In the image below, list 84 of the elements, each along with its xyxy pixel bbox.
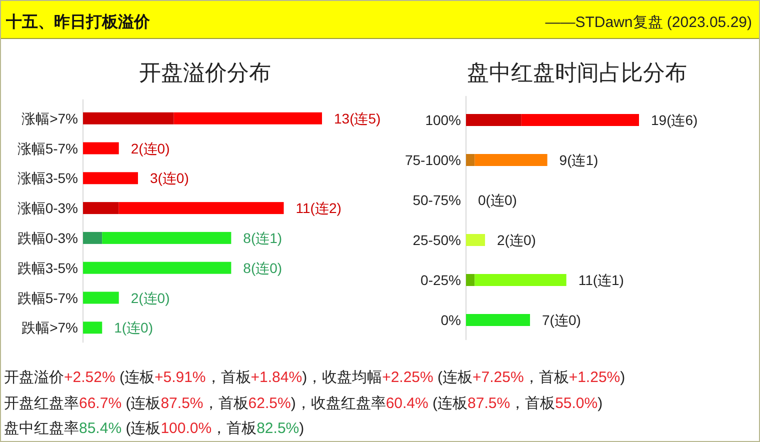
bar <box>118 202 284 214</box>
text: (连板 <box>433 369 473 386</box>
text: ，首板 <box>203 395 248 412</box>
text: ，首板 <box>212 420 257 437</box>
y-tick-label: 涨幅0-3% <box>17 200 78 216</box>
y-tick-label: 跌幅>7% <box>22 320 78 336</box>
text: +1.25% <box>568 369 620 386</box>
y-tick-label: 75-100% <box>404 152 461 168</box>
text: ，首板 <box>524 369 569 386</box>
bar <box>466 314 530 326</box>
chart-title: 盘中红盘时间占比分布 <box>467 60 687 85</box>
text: ) <box>620 369 626 386</box>
text: +2.25% <box>382 369 434 386</box>
y-tick-label: 涨幅3-5% <box>17 170 78 186</box>
bar <box>83 202 119 214</box>
chart-title: 开盘溢价分布 <box>139 60 271 85</box>
bar <box>466 114 522 126</box>
bar <box>83 292 119 304</box>
y-tick-label: 跌幅3-5% <box>17 260 78 276</box>
bar <box>83 262 232 274</box>
total-label: 11(连2) <box>296 200 342 216</box>
bar <box>474 154 548 166</box>
total-label: 3(连0) <box>150 170 189 186</box>
text: 82.5% <box>256 420 300 437</box>
bar <box>83 142 119 154</box>
text: (连板 <box>122 420 161 437</box>
total-label: 19(连6) <box>651 112 698 128</box>
y-tick-label: 跌幅0-3% <box>17 230 78 246</box>
bar <box>474 274 566 286</box>
text: 盘中红盘率 <box>4 420 79 437</box>
total-label: 0(连0) <box>478 192 517 208</box>
text: 开盘红盘率 <box>4 395 79 412</box>
bar <box>102 232 232 244</box>
total-label: 1(连0) <box>114 320 154 336</box>
text: 87.5% <box>160 395 204 412</box>
bar <box>466 234 486 246</box>
text: (连板 <box>115 369 154 386</box>
text: ) <box>299 420 304 437</box>
text: ) <box>598 395 603 412</box>
bar <box>83 172 138 184</box>
bar <box>83 112 174 124</box>
bar <box>174 112 322 124</box>
y-tick-label: 100% <box>425 112 461 128</box>
text: 66.7% <box>79 395 122 412</box>
y-tick-label: 跌幅5-7% <box>17 290 78 306</box>
bar <box>466 274 475 286</box>
text: +5.91% <box>154 369 206 386</box>
total-label: 13(连5) <box>334 110 381 126</box>
total-label: 7(连0) <box>542 312 581 328</box>
bar <box>83 322 102 334</box>
text: 十五、昨日打板溢价 <box>5 13 151 31</box>
y-tick-label: 0-25% <box>420 272 461 288</box>
text: (连板 <box>428 395 468 412</box>
bar <box>521 114 639 126</box>
text: 87.5% <box>468 395 510 412</box>
total-label: 11(连1) <box>578 272 624 288</box>
total-label: 8(连1) <box>243 230 282 246</box>
y-tick-label: 25-50% <box>412 232 461 248</box>
text: 100.0% <box>160 420 212 437</box>
text: )，收盘均幅 <box>302 369 382 386</box>
text: ——STDawn复盘 (2023.05.29) <box>545 14 752 31</box>
y-tick-label: 涨幅5-7% <box>17 140 78 156</box>
text: 开盘溢价 <box>4 369 64 386</box>
total-label: 8(连0) <box>243 260 282 276</box>
text: (连板 <box>122 395 161 412</box>
text: 62.5% <box>248 395 291 412</box>
total-label: 9(连1) <box>559 152 598 168</box>
y-tick-label: 0% <box>440 312 461 328</box>
total-label: 2(连0) <box>497 232 536 248</box>
text: +7.25% <box>472 369 524 386</box>
y-tick-label: 50-75% <box>412 192 461 208</box>
text: ，首板 <box>510 395 556 412</box>
bar <box>466 154 475 166</box>
total-label: 2(连0) <box>130 140 170 156</box>
text: +2.52% <box>64 369 116 386</box>
bar <box>83 232 102 244</box>
text: ，首板 <box>206 369 251 386</box>
text: )，收盘红盘率 <box>290 395 386 412</box>
text: +1.84% <box>250 369 302 386</box>
text: 85.4% <box>79 420 122 437</box>
y-tick-label: 涨幅>7% <box>22 110 78 126</box>
text: 55.0% <box>555 395 598 412</box>
total-label: 2(连0) <box>130 290 170 306</box>
text: 60.4% <box>386 395 428 412</box>
